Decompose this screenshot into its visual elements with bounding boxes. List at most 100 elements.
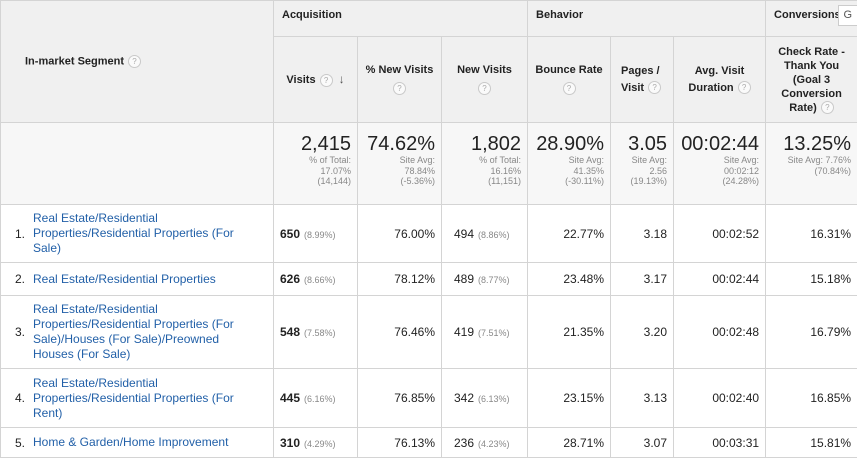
bounce-rate-cell: 28.71% xyxy=(528,428,611,458)
total-bounce-rate-label: Site Avg: xyxy=(528,155,604,166)
total-bounce-rate-site-avg: 41.35% xyxy=(528,166,604,177)
new-visits-pct-cell: 78.12% xyxy=(358,263,442,296)
row-number: 5. xyxy=(1,436,33,450)
help-icon[interactable]: ? xyxy=(648,81,661,94)
total-check-rate-site-avg: Site Avg: 7.76% xyxy=(766,155,851,166)
new-visits-cell: 489(8.77%) xyxy=(442,263,528,296)
bounce-rate-cell: 21.35% xyxy=(528,296,611,369)
new-visits-pct-column-header[interactable]: % New Visits? xyxy=(358,37,442,123)
segment-link[interactable]: Real Estate/Residential Properties xyxy=(33,272,243,287)
visits-column-header[interactable]: Visits? ↓ xyxy=(274,37,358,123)
new-visits-pct-cell: 76.13% xyxy=(358,428,442,458)
total-pages-per-visit-label: Site Avg: xyxy=(611,155,667,166)
segment-link[interactable]: Home & Garden/Home Improvement xyxy=(33,435,263,450)
segment-cell: 4.Real Estate/Residential Properties/Res… xyxy=(1,369,274,428)
help-icon[interactable]: ? xyxy=(128,55,141,68)
new-visits-value: 489 xyxy=(454,272,474,286)
totals-row: 2,415 % of Total: 17.07% (14,144) 74.62%… xyxy=(1,123,857,205)
visits-share: (4.29%) xyxy=(304,439,336,449)
avg-visit-duration-column-header[interactable]: Avg. Visit Duration? xyxy=(674,37,766,123)
avg-visit-duration-cell: 00:03:31 xyxy=(674,428,766,458)
table-row: 1.Real Estate/Residential Properties/Res… xyxy=(1,205,857,263)
visits-share: (8.66%) xyxy=(304,275,336,285)
bounce-rate-column-header[interactable]: Bounce Rate? xyxy=(528,37,611,123)
visits-cell: 650 (8.99%) xyxy=(274,205,358,263)
total-new-visits-share: 16.16% xyxy=(442,166,521,177)
new-visits-pct-cell: 76.85% xyxy=(358,369,442,428)
new-visits-value: 419 xyxy=(454,325,474,339)
visits-share: (8.99%) xyxy=(304,230,336,240)
total-visits: 2,415 % of Total: 17.07% (14,144) xyxy=(274,123,358,205)
total-pages-per-visit: 3.05 Site Avg: 2.56 (19.13%) xyxy=(611,123,674,205)
segment-link[interactable]: Real Estate/Residential Properties/Resid… xyxy=(33,302,243,362)
row-number: 1. xyxy=(1,227,33,241)
new-visits-cell: 342 (6.13%) xyxy=(442,369,528,428)
help-icon[interactable]: ? xyxy=(738,81,751,94)
pages-per-visit-column-header[interactable]: Pages / Visit? xyxy=(611,37,674,123)
visits-value: 548 xyxy=(280,325,300,339)
visits-share: (6.16%) xyxy=(304,394,336,404)
behavior-group-header: Behavior xyxy=(528,1,766,37)
total-avg-visit-duration-delta: (24.28%) xyxy=(674,176,759,187)
acquisition-group-header: Acquisition xyxy=(274,1,528,37)
total-visits-value: 2,415 xyxy=(274,133,351,155)
sort-descending-icon[interactable]: ↓ xyxy=(339,72,345,86)
total-avg-visit-duration-label: Site Avg: xyxy=(674,155,759,166)
new-visits-share: (6.13%) xyxy=(478,394,510,404)
check-rate-header-label: Check Rate - Thank You (Goal 3 Conversio… xyxy=(778,46,845,114)
table-row: 2.Real Estate/Residential Properties 626… xyxy=(1,263,857,296)
check-rate-column-header[interactable]: Check Rate - Thank You (Goal 3 Conversio… xyxy=(766,37,857,123)
visits-value: 445 xyxy=(280,391,300,405)
new-visits-value: 342 xyxy=(454,391,474,405)
visits-value: 626 xyxy=(280,272,300,286)
conversions-label: Conversions xyxy=(774,9,841,21)
help-icon[interactable]: ? xyxy=(393,82,406,95)
segment-link[interactable]: Real Estate/Residential Properties/Resid… xyxy=(33,211,243,256)
total-new-visits-pct-value: 74.62% xyxy=(358,133,435,155)
total-bounce-rate-value: 28.90% xyxy=(528,133,604,155)
pages-per-visit-cell: 3.18 xyxy=(611,205,674,263)
pages-per-visit-cell: 3.20 xyxy=(611,296,674,369)
total-visits-overall: (14,144) xyxy=(274,176,351,187)
check-rate-cell: 15.18% xyxy=(766,263,857,296)
avg-visit-duration-cell: 00:02:48 xyxy=(674,296,766,369)
help-icon[interactable]: ? xyxy=(320,74,333,87)
check-rate-cell: 16.79% xyxy=(766,296,857,369)
new-visits-header-label: New Visits xyxy=(442,64,527,76)
total-check-rate-value: 13.25% xyxy=(766,133,851,155)
new-visits-value: 236 xyxy=(454,436,474,450)
visits-header-label: Visits xyxy=(286,74,315,86)
total-bounce-rate-delta: (-30.11%) xyxy=(528,176,604,187)
table-row: 5.Home & Garden/Home Improvement 310(4.2… xyxy=(1,428,857,458)
total-new-visits-overall: (11,151) xyxy=(442,176,521,187)
total-check-rate-delta: (70.84%) xyxy=(766,166,851,177)
total-new-visits-label: % of Total: xyxy=(442,155,521,166)
total-check-rate: 13.25% Site Avg: 7.76% (70.84%) xyxy=(766,123,857,205)
help-icon[interactable]: ? xyxy=(821,101,834,114)
total-new-visits-pct-label: Site Avg: xyxy=(358,155,435,166)
help-icon[interactable]: ? xyxy=(478,82,491,95)
visits-value: 650 xyxy=(280,227,300,241)
total-visits-label: % of Total: xyxy=(274,155,351,166)
new-visits-column-header[interactable]: New Visits? xyxy=(442,37,528,123)
segment-column-header[interactable]: In-market Segment? xyxy=(1,1,274,123)
new-visits-cell: 419 (7.51%) xyxy=(442,296,528,369)
bounce-rate-cell: 23.15% xyxy=(528,369,611,428)
new-visits-value: 494 xyxy=(454,227,474,241)
total-new-visits-pct-site-avg: 78.84% xyxy=(358,166,435,177)
row-number: 2. xyxy=(1,272,33,286)
help-icon[interactable]: ? xyxy=(563,82,576,95)
new-visits-pct-header-label: % New Visits xyxy=(358,64,441,76)
goal-selector-tab[interactable]: G xyxy=(838,5,857,26)
segment-cell: 3.Real Estate/Residential Properties/Res… xyxy=(1,296,274,369)
new-visits-share: (7.51%) xyxy=(478,328,510,338)
total-pages-per-visit-delta: (19.13%) xyxy=(611,176,667,187)
conversions-group-header[interactable]: Conversions G xyxy=(766,1,857,37)
total-pages-per-visit-value: 3.05 xyxy=(611,133,667,155)
segment-link[interactable]: Real Estate/Residential Properties/Resid… xyxy=(33,376,243,421)
visits-cell: 626 (8.66%) xyxy=(274,263,358,296)
pages-per-visit-cell: 3.13 xyxy=(611,369,674,428)
total-avg-visit-duration-site-avg: 00:02:12 xyxy=(674,166,759,177)
total-new-visits-pct-delta: (-5.36%) xyxy=(358,176,435,187)
